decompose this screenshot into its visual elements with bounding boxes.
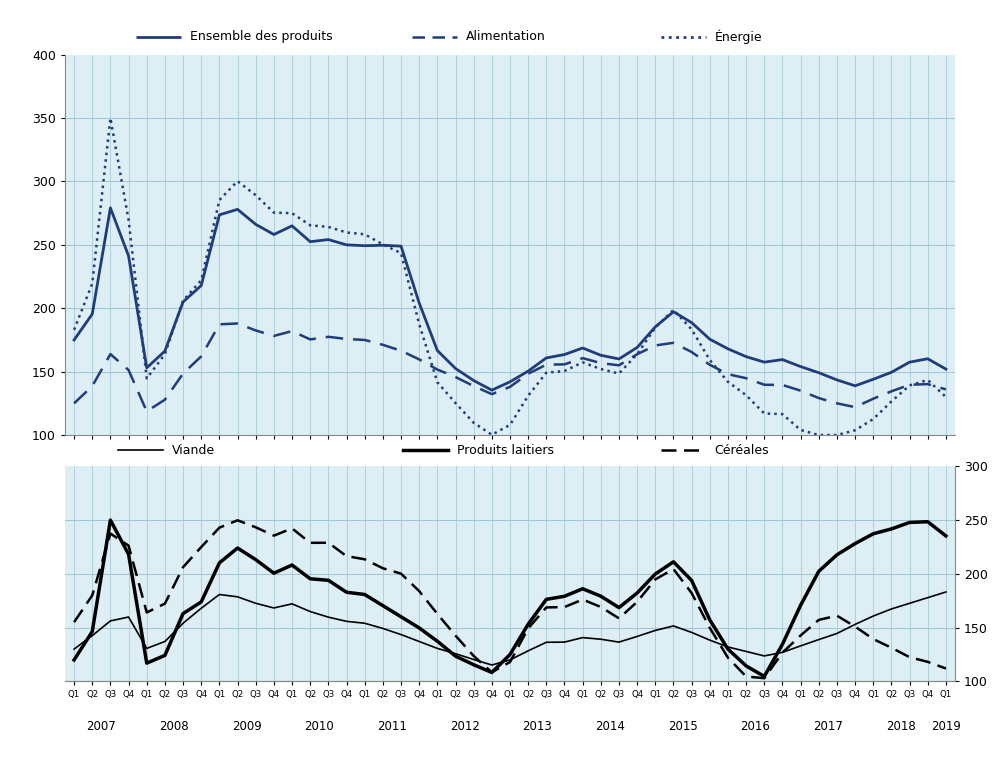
Text: 2018: 2018: [886, 721, 915, 733]
Text: Ensemble des produits: Ensemble des produits: [190, 31, 332, 43]
Text: Produits laitiers: Produits laitiers: [457, 444, 554, 457]
Text: Céréales: Céréales: [715, 444, 769, 457]
Text: 2016: 2016: [740, 721, 770, 733]
Text: 2017: 2017: [813, 721, 843, 733]
Text: 2010: 2010: [304, 721, 334, 733]
Text: 2013: 2013: [522, 721, 552, 733]
Text: 2014: 2014: [595, 721, 625, 733]
Text: Alimentation: Alimentation: [465, 31, 545, 43]
Text: 2011: 2011: [377, 721, 407, 733]
Text: Énergie: Énergie: [715, 30, 762, 44]
Text: Viande: Viande: [172, 444, 215, 457]
Text: 2008: 2008: [159, 721, 189, 733]
Text: 2015: 2015: [668, 721, 697, 733]
Text: 2009: 2009: [232, 721, 262, 733]
Text: 2012: 2012: [450, 721, 480, 733]
Text: 2007: 2007: [86, 721, 116, 733]
Text: 2019: 2019: [931, 721, 961, 733]
